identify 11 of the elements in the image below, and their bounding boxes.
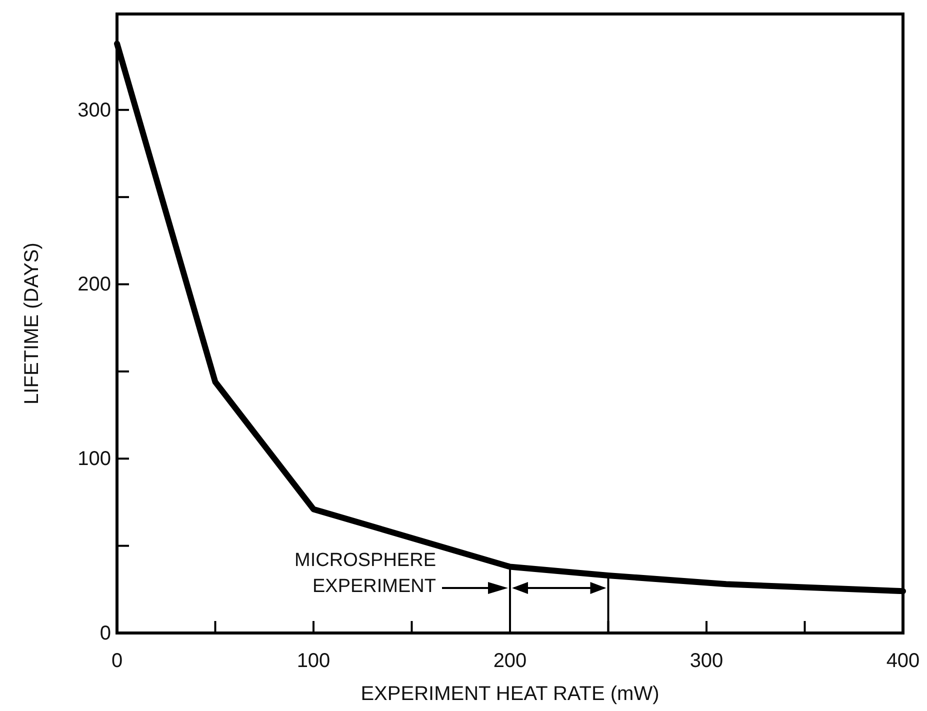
x-tick-label: 200 xyxy=(493,650,527,672)
x-tick-label: 300 xyxy=(690,650,724,672)
x-tick-label: 400 xyxy=(886,650,920,672)
y-tick-label: 100 xyxy=(78,448,111,470)
y-tick-label: 0 xyxy=(100,622,111,644)
y-axis-title: LIFETIME (DAYS) xyxy=(21,242,43,404)
x-tick-label: 100 xyxy=(296,650,330,672)
y-tick-label: 300 xyxy=(78,99,111,122)
annotation: MICROSPHERE EXPERIMENT xyxy=(294,550,436,597)
y-tick-label: 200 xyxy=(78,274,111,296)
x-axis-title: EXPERIMENT HEAT RATE (mW) xyxy=(360,683,660,705)
